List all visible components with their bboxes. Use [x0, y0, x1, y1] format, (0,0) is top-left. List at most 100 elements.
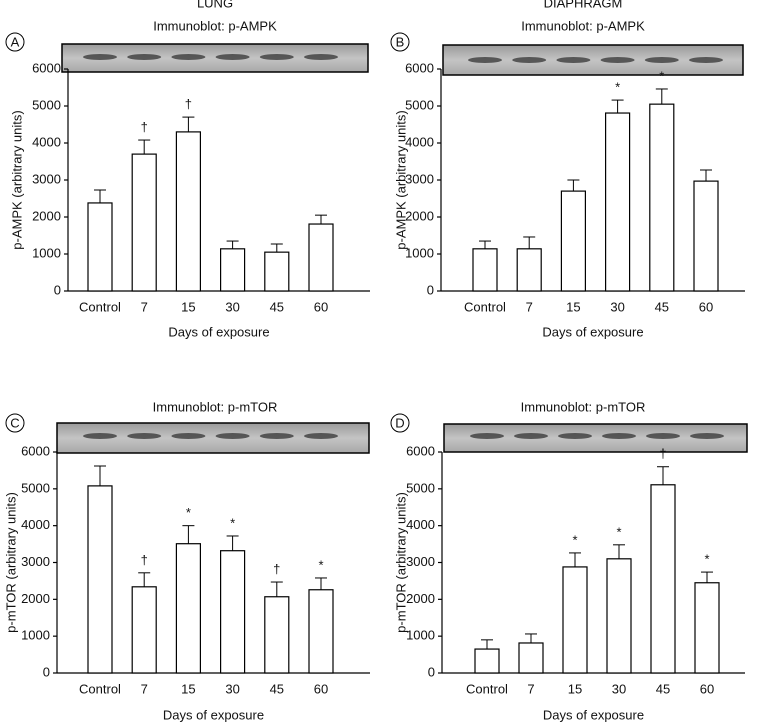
panel-label-circle	[5, 413, 25, 433]
bar	[604, 112, 631, 292]
panel-subtitle: Immunoblot: p-mTOR	[153, 399, 278, 414]
y-tick-label: 4000	[21, 517, 50, 532]
bar	[175, 543, 201, 674]
bar	[474, 648, 500, 674]
x-tick-label: 60	[314, 681, 328, 696]
blot-band	[259, 54, 294, 60]
significance-marker: †	[185, 97, 192, 112]
y-tick-label: 4000	[405, 134, 434, 149]
panel-label-circle	[390, 32, 410, 52]
bar	[472, 248, 498, 292]
bar	[87, 202, 113, 292]
y-tick-label: 5000	[21, 480, 50, 495]
panel-label-circle	[390, 413, 410, 433]
significance-marker: *	[659, 68, 664, 83]
y-tick-label: 5000	[406, 480, 435, 495]
x-axis-label: Days of exposure	[542, 324, 643, 339]
blot-band	[304, 54, 338, 60]
blot-band	[602, 433, 636, 439]
x-tick-label: 30	[610, 299, 624, 314]
x-tick-label: 60	[699, 299, 713, 314]
significance-marker: *	[704, 552, 709, 567]
panel-subtitle: Immunoblot: p-AMPK	[153, 18, 277, 33]
significance-marker: *	[186, 505, 191, 520]
x-tick-label: Control	[79, 299, 121, 314]
bar	[562, 566, 588, 674]
bar	[606, 558, 632, 674]
bar	[131, 586, 157, 674]
y-tick-label: 2000	[21, 591, 50, 606]
x-tick-label: 15	[181, 299, 195, 314]
x-tick-label: 15	[566, 299, 580, 314]
y-tick-label: 0	[427, 282, 434, 297]
y-tick-label: 0	[428, 664, 435, 679]
bar	[650, 484, 676, 674]
x-tick-label: 30	[225, 299, 239, 314]
x-tick-label: 45	[270, 299, 284, 314]
bar	[220, 550, 246, 674]
y-tick-label: 2000	[405, 208, 434, 223]
bar	[694, 582, 720, 674]
significance-marker: *	[230, 515, 235, 530]
significance-marker: †	[141, 552, 148, 567]
y-tick-label: 1000	[21, 628, 50, 643]
panel-label-circle	[5, 32, 25, 52]
x-tick-label: 7	[527, 681, 534, 696]
blot-band	[215, 433, 250, 439]
bar	[175, 131, 201, 292]
significance-marker: †	[659, 446, 666, 461]
blot-band	[558, 433, 592, 439]
bar	[264, 251, 290, 292]
x-tick-label: 45	[656, 681, 670, 696]
x-tick-label: 30	[225, 681, 239, 696]
panel-label: D	[395, 415, 404, 430]
x-tick-label: 15	[181, 681, 195, 696]
panel-title: LUNG	[197, 0, 233, 10]
panel: DIAPHRAGM Immunoblot: p-AMPK B 0 1000 2000 300…	[390, 0, 745, 339]
x-tick-label: 7	[141, 299, 148, 314]
panel-title: DIAPHRAGM	[544, 0, 623, 10]
blot-band	[304, 433, 338, 439]
bar	[87, 485, 113, 674]
panel: LUNG Immunoblot: p-AMPK A 0 1000 2000 3000 4000…	[5, 0, 370, 339]
y-tick-label: 6000	[32, 60, 61, 75]
blot-band	[215, 54, 250, 60]
significance-marker: *	[318, 557, 323, 572]
y-axis-label: p-AMPK (arbitrary units)	[9, 110, 24, 249]
x-tick-label: 45	[655, 299, 669, 314]
x-tick-label: 45	[270, 681, 284, 696]
blot-band	[646, 433, 680, 439]
significance-marker: *	[616, 524, 621, 539]
y-tick-label: 4000	[32, 134, 61, 149]
bar	[308, 589, 334, 674]
panel-label: A	[11, 34, 20, 49]
bar	[131, 153, 157, 292]
y-tick-label: 5000	[405, 97, 434, 112]
blot-band	[83, 433, 117, 439]
blot-band	[514, 433, 548, 439]
y-tick-label: 5000	[32, 97, 61, 112]
bar	[649, 103, 675, 292]
x-tick-label: Control	[464, 299, 506, 314]
blot-band	[644, 57, 679, 63]
y-tick-label: 2000	[406, 591, 435, 606]
significance-marker: *	[615, 80, 620, 95]
panel-label: B	[396, 34, 405, 49]
y-tick-label: 0	[43, 664, 50, 679]
y-tick-label: 3000	[405, 171, 434, 186]
x-axis-label: Days of exposure	[168, 324, 269, 339]
y-axis-label: p-mTOR (arbitrary units)	[3, 492, 18, 633]
y-tick-label: 6000	[21, 443, 50, 458]
y-tick-label: 1000	[405, 245, 434, 260]
blot-band	[600, 57, 635, 63]
bar	[264, 596, 290, 674]
blot-band	[127, 54, 162, 60]
y-tick-label: 3000	[21, 554, 50, 569]
blot-band	[512, 57, 547, 63]
y-tick-label: 3000	[32, 171, 61, 186]
x-tick-label: 15	[568, 681, 582, 696]
x-tick-label: 30	[612, 681, 626, 696]
bar	[518, 642, 544, 674]
bar	[560, 190, 587, 292]
